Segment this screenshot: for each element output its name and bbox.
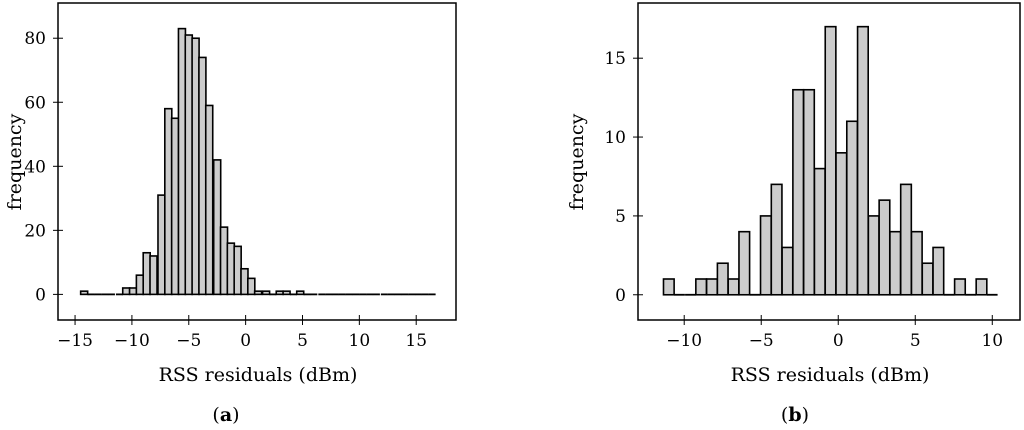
histogram-bar [233,245,242,296]
histogram-bar [695,278,708,296]
histogram-bar [705,278,719,296]
y-tick-label: 5 [615,207,626,227]
histogram-bar [792,88,805,296]
histogram-bar [79,290,89,296]
histogram-bar [142,251,151,296]
histogram-bar [212,159,222,296]
histogram-bar [226,242,236,296]
y-axis-ticks-a: 0 20 40 60 80 [24,29,63,305]
histogram-bar [261,290,271,296]
y-tick-label: 20 [24,221,46,241]
plot-frame-a [57,2,457,321]
histogram-bar [170,117,180,296]
y-tick-label: 0 [615,286,626,306]
y-tick-label: 15 [604,49,626,69]
histogram-bar [781,246,794,296]
histogram-bar [932,246,945,296]
histogram-bar [135,274,145,296]
histogram-bar [149,255,158,296]
x-axis-label-b: RSS residuals (dBm) [731,364,930,386]
panel-label-a: (a) [212,404,239,426]
histogram-panel-b: −10 −5 0 5 10 0 5 10 15 RSS residuals (dBm) fre… [566,2,1021,426]
x-axis-ticks-a: −15 −10 −5 0 5 10 15 [57,315,427,351]
histogram-bar [813,167,826,296]
y-axis-ticks-b: 0 5 10 15 [604,49,643,306]
histogram-bar [295,290,305,296]
histogram-bar [128,287,138,296]
x-tick-label: 5 [297,331,308,351]
y-tick-label: 60 [24,93,46,113]
histogram-bar [899,183,913,296]
x-tick-label: −5 [749,331,774,351]
x-tick-label: 5 [910,331,921,351]
histogram-bar [121,287,131,296]
histogram-bar [889,230,902,296]
histogram-bar [184,34,194,296]
x-tick-label: −15 [57,331,93,351]
histogram-bar [204,104,214,296]
y-tick-label: 0 [35,285,46,305]
y-axis-label-a: frequency [4,113,26,210]
y-tick-label: 80 [24,29,46,49]
histogram-bar [835,152,848,296]
panel-label-b: (b) [781,404,809,426]
histogram-bar [738,230,751,296]
histogram-bar [759,215,772,296]
histogram-bar [177,27,187,296]
histogram-bar [716,262,729,296]
x-tick-label: 15 [405,331,427,351]
histogram-bar [662,278,675,296]
histogram-bar [191,37,200,296]
histogram-bar [164,107,173,296]
bars-a [79,27,436,296]
histogram-bar [975,278,988,296]
histogram-bar [921,262,934,296]
y-tick-label: 10 [604,128,626,148]
histogram-bar [953,278,967,296]
plot-frame-b [637,2,1021,321]
histogram-bar [845,120,859,296]
histogram-bar [219,226,229,296]
x-axis-ticks-b: −10 −5 0 5 10 [666,315,1003,351]
histogram-panel-a: −15 −10 −5 0 5 10 15 0 20 40 60 80 RSS residuals (… [4,2,457,426]
histogram-bar [247,277,256,296]
histogram-bar [282,290,291,296]
histogram-bar [275,290,285,296]
histogram-bar [867,215,880,296]
histogram-bar [727,278,740,296]
bars-b [662,25,998,296]
histogram-bar [253,290,263,296]
x-tick-label: −10 [114,331,150,351]
x-tick-label: 10 [981,331,1003,351]
x-tick-label: 0 [833,331,844,351]
x-tick-label: 10 [349,331,371,351]
histogram-bar [878,199,891,296]
histogram-bar [157,194,166,296]
y-axis-label-b: frequency [566,113,588,210]
x-tick-label: −10 [666,331,702,351]
x-axis-label-a: RSS residuals (dBm) [159,364,358,386]
histogram-bar [198,56,207,296]
x-tick-label: 0 [240,331,251,351]
histogram-bar [910,230,923,296]
y-tick-label: 40 [24,157,46,177]
histogram-bar [240,267,249,296]
histogram-bar [856,25,870,296]
histogram-bar [802,88,816,296]
x-tick-label: −5 [176,331,201,351]
histogram-bar [824,25,837,296]
histogram-bar [770,183,783,296]
